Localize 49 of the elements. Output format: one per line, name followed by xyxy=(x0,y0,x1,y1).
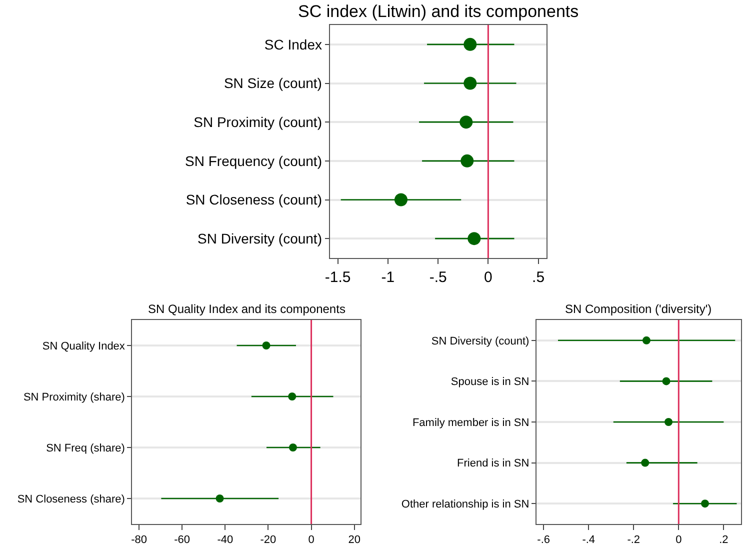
point xyxy=(464,38,477,51)
y-tick-label: SN Closeness (count) xyxy=(186,192,322,208)
y-tick-label: SN Closeness (share) xyxy=(17,493,125,506)
point xyxy=(664,418,673,426)
chart-title: SC index (Litwin) and its components xyxy=(298,2,579,21)
y-tick-label: Friend is in SN xyxy=(457,458,530,470)
point xyxy=(642,336,650,344)
point xyxy=(662,377,670,386)
point xyxy=(701,500,709,508)
x-tick-label: 0 xyxy=(676,534,682,546)
x-tick-label: -.5 xyxy=(429,269,447,286)
x-tick-label: -80 xyxy=(131,534,147,546)
chart-title: SN Quality Index and its components xyxy=(148,302,346,316)
y-tick-label: SN Quality Index xyxy=(42,340,126,352)
point xyxy=(394,193,408,206)
point xyxy=(288,444,297,452)
point xyxy=(460,154,474,168)
y-tick-label: SN Proximity (share) xyxy=(23,391,125,404)
x-tick-label: 0 xyxy=(484,269,492,286)
y-tick-label: SN Diversity (count) xyxy=(198,230,322,246)
x-tick-label: -.4 xyxy=(582,534,596,546)
y-tick-label: SN Size (count) xyxy=(224,75,322,92)
x-tick-label: .2 xyxy=(719,534,728,546)
x-tick-label: -40 xyxy=(217,534,234,546)
point xyxy=(288,392,296,400)
y-tick-label: SC Index xyxy=(264,36,322,52)
point xyxy=(464,76,477,90)
point xyxy=(468,232,481,246)
point xyxy=(216,494,224,502)
x-tick-label: 20 xyxy=(348,534,360,546)
x-tick-label: -1.5 xyxy=(324,269,351,286)
y-tick-label: SN Diversity (count) xyxy=(431,335,530,348)
x-tick-label: -60 xyxy=(174,534,190,546)
x-tick-label: .5 xyxy=(532,269,545,286)
x-tick-label: 0 xyxy=(308,534,314,546)
point xyxy=(460,116,473,129)
point xyxy=(262,342,270,350)
point xyxy=(641,458,650,467)
x-tick-label: -.6 xyxy=(537,534,550,546)
y-tick-label: Other relationship is in SN xyxy=(401,498,530,510)
y-tick-label: Spouse is in SN xyxy=(450,376,530,388)
y-tick-label: SN Proximity (count) xyxy=(194,114,322,130)
y-tick-label: Family member is in SN xyxy=(412,416,530,429)
chart-title: SN Composition ('diversity') xyxy=(565,302,712,316)
x-tick-label: -1 xyxy=(381,269,395,286)
x-tick-label: -.2 xyxy=(627,534,640,546)
y-tick-label: SN Freq (share) xyxy=(46,442,125,454)
x-tick-label: -20 xyxy=(260,534,276,546)
y-tick-label: SN Frequency (count) xyxy=(185,152,322,169)
